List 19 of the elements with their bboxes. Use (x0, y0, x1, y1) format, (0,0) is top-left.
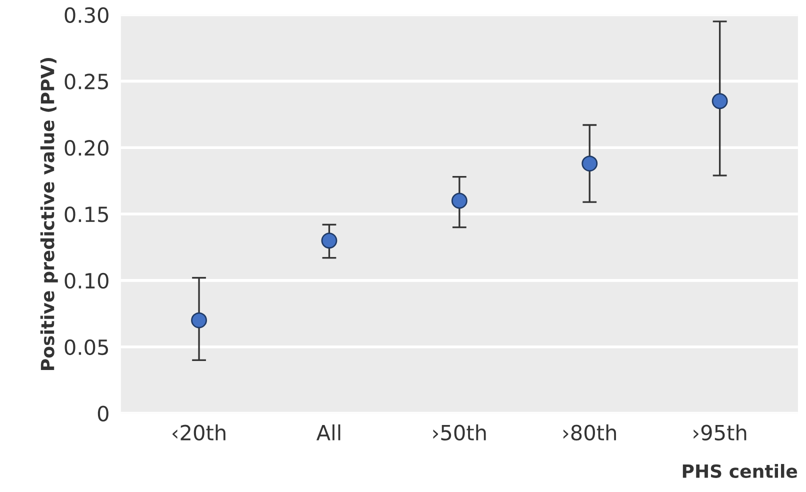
x-tick-label: ‹20th (172, 424, 226, 441)
point (191, 312, 207, 328)
x-tick-label: ›95th (694, 424, 746, 441)
y-tick-label: 0.05 (64, 339, 108, 356)
y-tick-label: 0.20 (64, 140, 108, 156)
y-tick-label: 0.30 (64, 7, 108, 23)
y-tick-label: 0.10 (64, 272, 108, 289)
point (321, 232, 338, 249)
x-axis-title: PHS centile (682, 464, 798, 478)
y-tick-label: 0 (98, 406, 108, 422)
y-tick-label: 0.15 (64, 206, 108, 222)
point (712, 93, 728, 110)
x-tick-label: ›80th (563, 424, 616, 441)
x-tick-label: All (316, 424, 340, 440)
x-tick-label: ›50th (433, 424, 486, 441)
y-tick-label: 0.25 (64, 74, 108, 90)
point (582, 156, 598, 172)
y-axis-title: Positive predictive value (PPV) (40, 58, 58, 370)
point (451, 192, 468, 209)
